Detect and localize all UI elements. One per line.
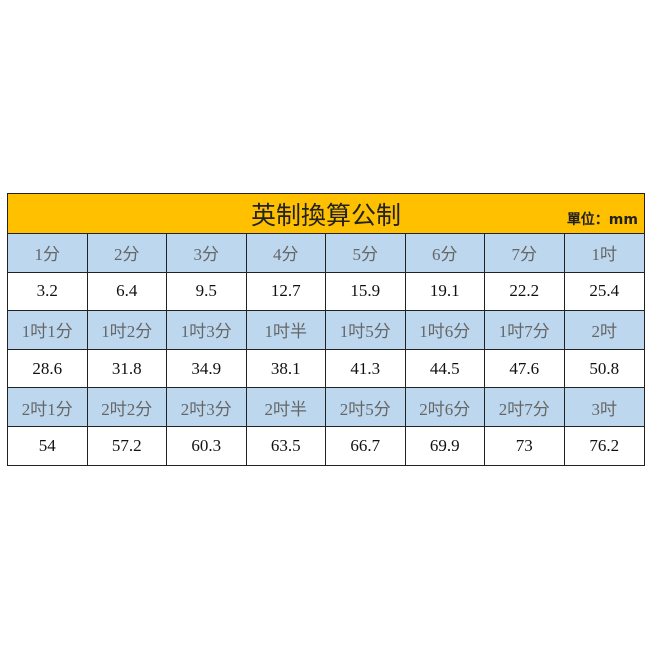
unit-label: 單位：mm: [566, 212, 638, 228]
inch-cell: 2吋: [591, 322, 618, 342]
mm-cell: 44.5: [406, 349, 485, 388]
mm-cell: 31.8: [88, 349, 167, 388]
inch-cell: 1吋: [591, 245, 618, 265]
inch-cell: 6分: [406, 234, 485, 272]
inch-cell: 1分: [8, 234, 88, 272]
table-title: 英制換算公制: [250, 201, 401, 230]
inch-cell: 1吋半: [247, 311, 326, 349]
inch-cell: 2分: [88, 234, 167, 272]
inch-cell: 2吋1分: [8, 388, 88, 426]
inch-cell: 2吋7分: [485, 388, 565, 426]
mm-cell: 12.7: [247, 272, 326, 311]
mm-cell: 66.7: [326, 426, 406, 465]
inch-cell: 2吋半: [247, 388, 326, 426]
inch-cell: 5分: [326, 234, 406, 272]
mm-cell: 60.3: [167, 426, 247, 465]
inch-cell: 1吋7分: [485, 311, 565, 349]
title-row: 英制換算公制 單位：mm: [8, 194, 644, 234]
inch-cell: 1吋1分: [8, 311, 88, 349]
mm-cell: 38.1: [247, 349, 326, 388]
mm-cell: 50.8: [589, 358, 620, 378]
value-row: 54 57.2 60.3 63.5 66.7 69.9 73 76.2: [8, 426, 644, 465]
inch-cell: 7分: [485, 234, 565, 272]
mm-cell: 3.2: [8, 272, 88, 311]
mm-cell: 28.6: [8, 349, 88, 388]
header-row: 1分 2分 3分 4分 5分 6分 7分 1吋: [8, 234, 644, 273]
mm-cell: 9.5: [167, 272, 247, 311]
mm-cell: 69.9: [406, 426, 485, 465]
inch-cell: 3分: [167, 234, 247, 272]
mm-cell: 6.4: [88, 272, 167, 311]
mm-cell: 15.9: [326, 272, 406, 311]
mm-cell: 57.2: [88, 426, 167, 465]
mm-cell: 47.6: [485, 349, 565, 388]
inch-cell: 1吋3分: [167, 311, 247, 349]
inch-cell: 1吋2分: [88, 311, 167, 349]
inch-cell: 4分: [247, 234, 326, 272]
inch-cell: 2吋5分: [326, 388, 406, 426]
mm-cell: 25.4: [589, 281, 620, 301]
mm-cell: 34.9: [167, 349, 247, 388]
mm-cell: 22.2: [485, 272, 565, 311]
header-row: 1吋1分 1吋2分 1吋3分 1吋半 1吋5分 1吋6分 1吋7分 2吋: [8, 311, 644, 350]
mm-cell: 54: [8, 426, 88, 465]
mm-cell: 63.5: [247, 426, 326, 465]
mm-cell: 73: [485, 426, 565, 465]
inch-cell: 2吋3分: [167, 388, 247, 426]
mm-cell: 41.3: [326, 349, 406, 388]
mm-cell: 19.1: [406, 272, 485, 311]
inch-cell: 2吋2分: [88, 388, 167, 426]
inch-cell: 2吋6分: [406, 388, 485, 426]
conversion-table: 英制換算公制 單位：mm 1分 2分 3分 4分 5分 6分 7分 1吋 3.2 6.4 9.5 12…: [7, 193, 645, 466]
inch-cell: 3吋: [591, 399, 618, 419]
value-row: 3.2 6.4 9.5 12.7 15.9 19.1 22.2 25.4: [8, 272, 644, 312]
mm-cell: 76.2: [589, 435, 620, 455]
inch-cell: 1吋6分: [406, 311, 485, 349]
inch-cell: 1吋5分: [326, 311, 406, 349]
value-row: 28.6 31.8 34.9 38.1 41.3 44.5 47.6 50.8: [8, 349, 644, 389]
header-row: 2吋1分 2吋2分 2吋3分 2吋半 2吋5分 2吋6分 2吋7分 3吋: [8, 388, 644, 427]
